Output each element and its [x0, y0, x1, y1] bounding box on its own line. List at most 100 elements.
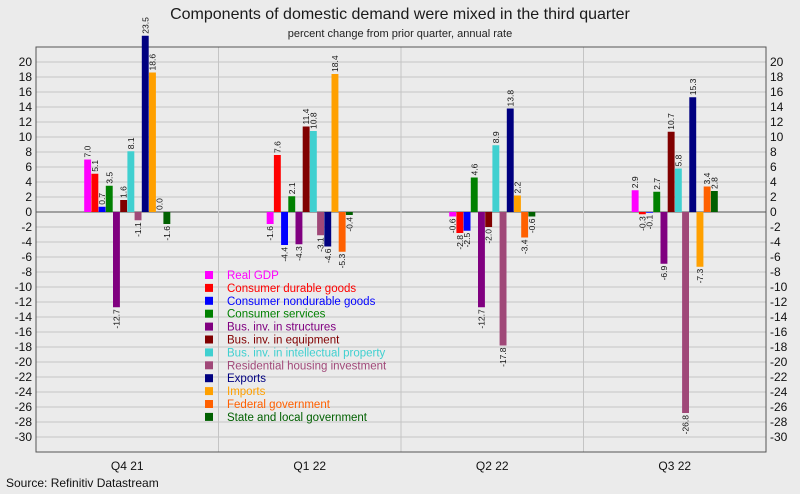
data-label: -0.6	[527, 218, 537, 233]
legend-swatch	[205, 335, 213, 344]
data-label: 15.3	[688, 78, 698, 95]
bar	[84, 159, 92, 212]
bar	[288, 196, 296, 212]
source-note: Source: Refinitiv Datastream	[6, 476, 159, 490]
y-tick-label-right: -12	[770, 295, 788, 309]
data-label: 7.0	[83, 145, 93, 157]
bar	[98, 206, 106, 212]
legend-label: Federal government	[227, 399, 331, 411]
bar	[127, 151, 135, 212]
bar	[120, 200, 128, 212]
y-tick-label-left: 8	[25, 145, 32, 159]
bar	[302, 126, 310, 212]
data-label: -4.6	[323, 248, 333, 263]
legend-swatch	[205, 361, 213, 370]
data-label: 2.1	[287, 182, 297, 194]
y-tick-label-left: -12	[15, 295, 33, 309]
bar	[653, 191, 661, 212]
data-label: 10.8	[308, 112, 318, 129]
bar	[638, 212, 646, 215]
data-label: 2.7	[652, 178, 662, 190]
legend-swatch	[205, 387, 213, 396]
bar	[506, 108, 514, 212]
y-tick-label-right: -30	[770, 430, 788, 444]
bar	[149, 72, 156, 212]
y-tick-label-left: 4	[25, 175, 32, 189]
legend-swatch	[205, 374, 213, 383]
bar	[463, 212, 471, 231]
bar	[331, 74, 339, 212]
y-tick-label-left: -6	[21, 250, 32, 264]
data-label: -1.1	[133, 222, 143, 237]
y-tick-label-right: 20	[770, 55, 784, 69]
legend-label: State and local government	[227, 412, 368, 424]
y-tick-label-left: -2	[21, 220, 32, 234]
bar	[710, 191, 718, 212]
data-label: -0.1	[645, 214, 655, 229]
legend-swatch	[205, 412, 213, 421]
bar	[521, 212, 529, 238]
legend-label: Bus. inv. in intellectual property	[227, 347, 386, 359]
legend-label: Consumer nondurable goods	[227, 296, 376, 308]
data-label: 18.6	[147, 54, 157, 71]
data-label: -12.7	[111, 309, 121, 329]
data-label: -3.1	[316, 237, 326, 252]
y-tick-label-left: 20	[19, 55, 33, 69]
y-tick-label-left: -10	[15, 280, 33, 294]
y-tick-label-right: 6	[770, 160, 777, 174]
data-label: -0.6	[448, 218, 458, 233]
y-tick-label-right: -22	[770, 370, 788, 384]
data-label: -7.3	[695, 268, 705, 283]
x-tick-label: Q4 21	[111, 459, 144, 473]
legend-swatch	[205, 322, 213, 331]
data-label: 4.6	[469, 163, 479, 175]
bar	[338, 212, 346, 252]
y-tick-label-right: -26	[770, 400, 788, 414]
legend-label: Bus. inv. in equipment	[227, 335, 340, 347]
data-label: -0.3	[637, 216, 647, 231]
data-label: 23.5	[140, 17, 150, 34]
bar	[528, 212, 536, 217]
y-tick-label-right: 14	[770, 100, 784, 114]
legend-label: Consumer durable goods	[227, 283, 356, 295]
data-label: -0.4	[344, 217, 354, 232]
y-tick-label-left: -8	[21, 265, 32, 279]
y-tick-label-right: 4	[770, 175, 777, 189]
legend-swatch	[205, 348, 213, 357]
legend-swatch	[205, 283, 213, 292]
x-tick-label: Q1 22	[293, 459, 326, 473]
bar	[631, 190, 639, 212]
data-label: 1.6	[119, 186, 129, 198]
data-label: 2.2	[512, 181, 522, 193]
data-label: -12.7	[476, 309, 486, 329]
y-tick-label-left: -28	[15, 415, 33, 429]
y-tick-label-right: -4	[770, 235, 781, 249]
y-tick-label-right: -28	[770, 415, 788, 429]
chart-subtitle: percent change from prior quarter, annua…	[287, 28, 513, 40]
y-tick-label-left: 14	[19, 100, 33, 114]
data-label: -2.5	[462, 232, 472, 247]
legend-swatch	[205, 309, 213, 318]
bar	[478, 212, 485, 308]
legend-label: Consumer services	[227, 309, 326, 321]
data-label: -1.6	[162, 226, 172, 241]
y-tick-label-right: -18	[770, 340, 788, 354]
bar	[660, 212, 668, 264]
chart-title: Components of domestic demand were mixed…	[170, 6, 630, 23]
legend-swatch	[205, 271, 213, 279]
data-label: -2.8	[455, 235, 465, 250]
data-label: 5.1	[90, 160, 100, 172]
y-tick-label-left: 0	[25, 205, 32, 219]
plot-frame	[35, 46, 767, 453]
y-tick-label-right: -2	[770, 220, 781, 234]
bar	[646, 212, 653, 213]
bar	[682, 212, 689, 413]
bar	[163, 212, 171, 224]
data-label: -4.4	[280, 247, 290, 262]
data-label: 3.4	[702, 172, 712, 184]
y-tick-label-right: 2	[770, 190, 777, 204]
y-tick-label-right: -16	[770, 325, 788, 339]
bar	[105, 185, 113, 212]
data-label: 2.8	[709, 177, 719, 189]
